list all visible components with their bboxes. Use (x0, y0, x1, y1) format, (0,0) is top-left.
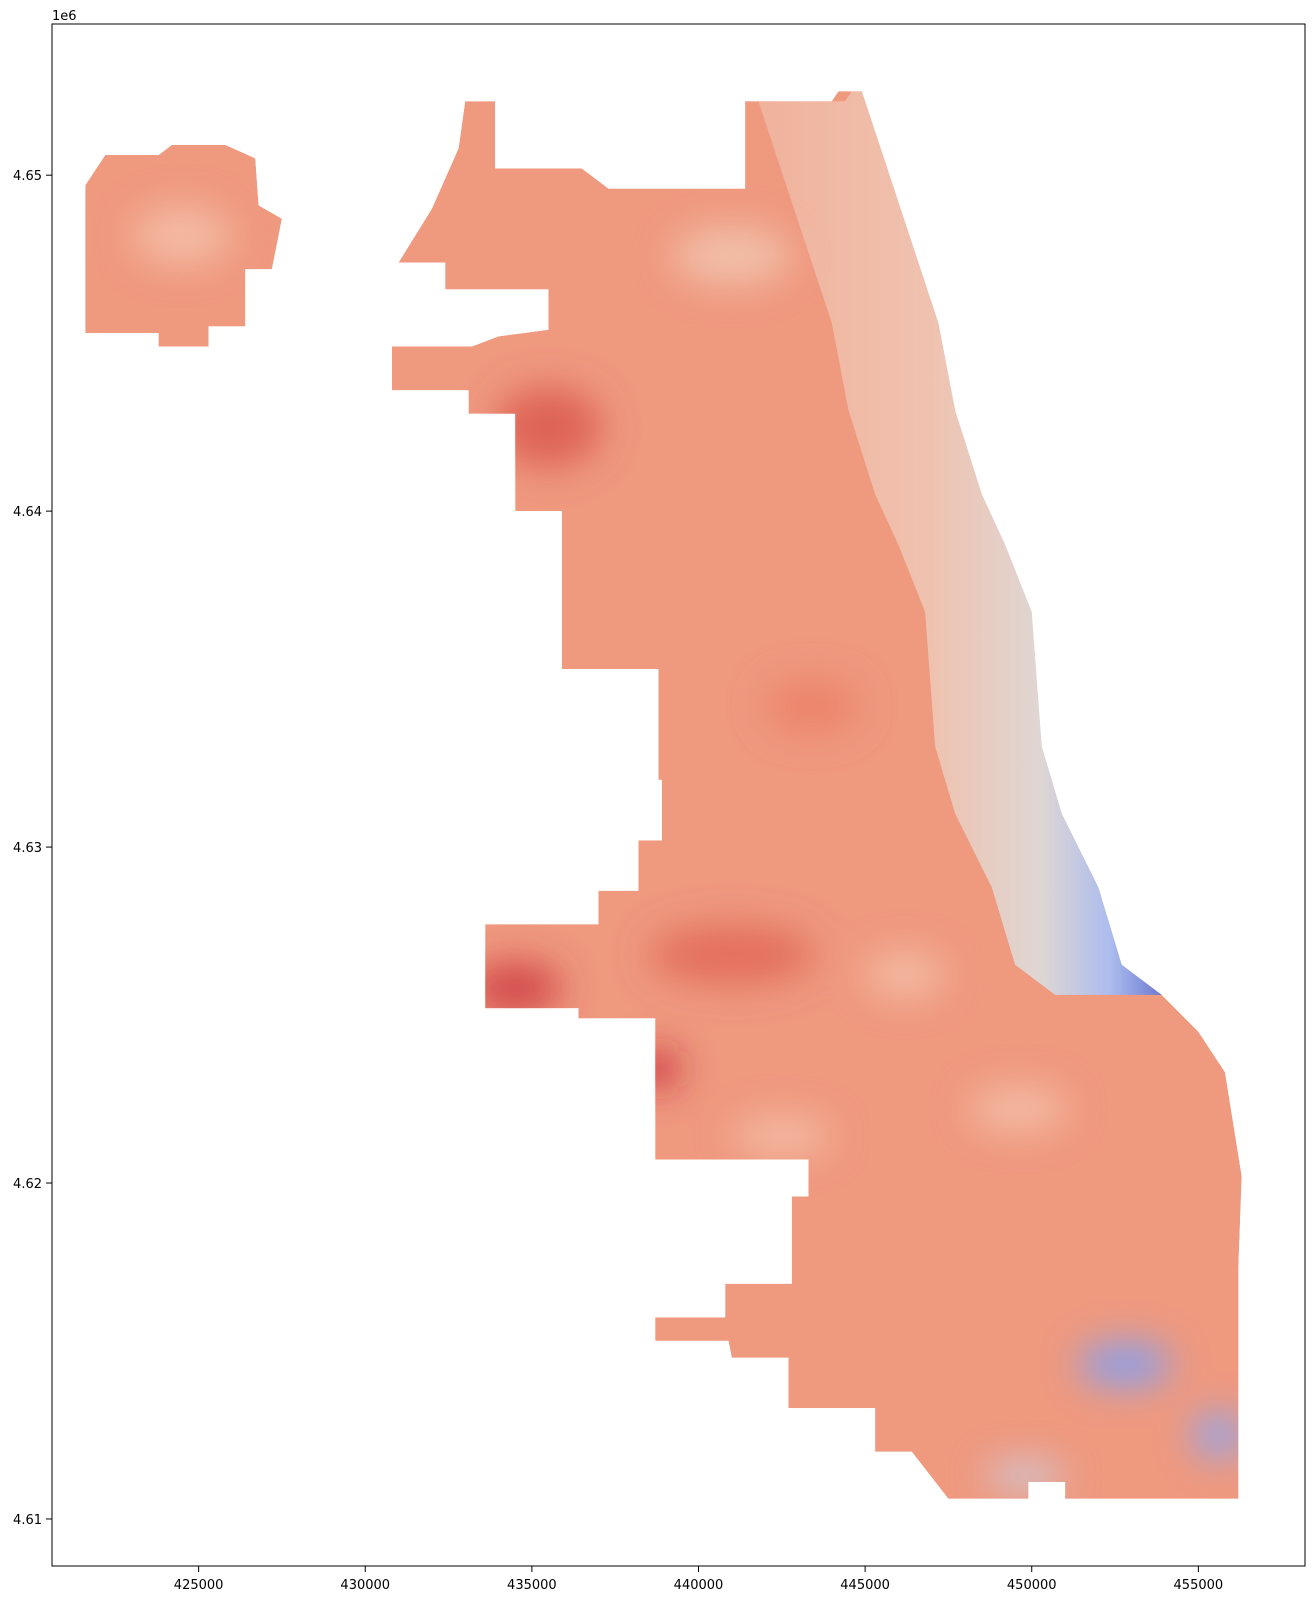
region-fill-main (391, 91, 1242, 1499)
x-tick-label: 455000 (1174, 1578, 1224, 1593)
hotspot (648, 924, 816, 985)
hotspot-group (132, 205, 232, 266)
region-ohare (85, 144, 282, 347)
x-tick-label: 450000 (1007, 1578, 1057, 1593)
hotspot (731, 1115, 832, 1157)
y-tick-label: 4.62 (13, 1177, 42, 1192)
lakefront-band (638, 91, 1175, 995)
y-tick-label: 4.65 (13, 169, 42, 184)
hotspot (638, 1048, 679, 1090)
hotspot (865, 951, 946, 999)
hotspot (968, 1085, 1069, 1133)
x-tick-label: 435000 (507, 1578, 557, 1593)
hotspot (985, 1461, 1066, 1489)
region-main (391, 91, 1242, 1499)
y-tick-label: 4.64 (13, 505, 42, 520)
x-tick-label: 425000 (174, 1578, 224, 1593)
hotspot (468, 961, 562, 1016)
hotspot (495, 386, 602, 468)
heatmap-layer (85, 91, 1242, 1499)
x-tick-label: 445000 (840, 1578, 890, 1593)
x-tick-label: 440000 (674, 1578, 724, 1593)
y-axis: 4.61 4.62 4.63 4.64 4.65 (13, 169, 52, 1528)
y-offset-label: 1e6 (52, 9, 77, 24)
y-tick-label: 4.61 (13, 1513, 42, 1528)
x-tick-label: 430000 (340, 1578, 390, 1593)
hotspot (671, 225, 792, 286)
axes-frame (51, 23, 1306, 1567)
y-tick-label: 4.63 (13, 841, 42, 856)
hotspot (132, 205, 232, 266)
hotspot (765, 679, 859, 733)
x-axis: 425000 430000 435000 440000 445000 450000 4550… (174, 1566, 1223, 1593)
hotspot-group (468, 225, 1242, 1489)
hotspot (1078, 1340, 1172, 1388)
hotspot (1191, 1411, 1242, 1459)
